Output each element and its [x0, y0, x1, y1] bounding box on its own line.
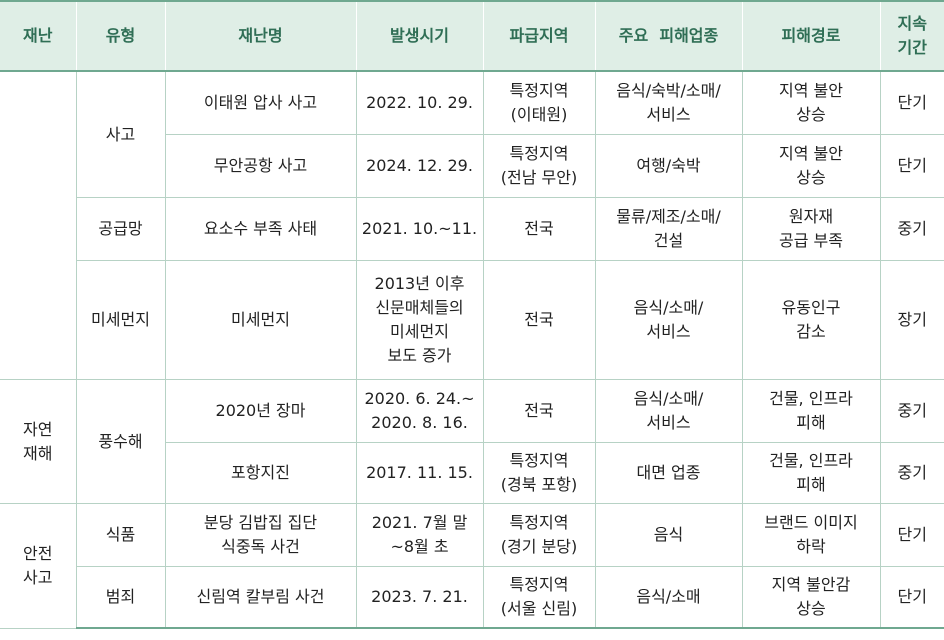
- duration-cell: 단기: [879, 503, 944, 567]
- header-damage-path: 피해경로: [741, 0, 881, 72]
- industry-cell: 음식/숙박/소매/ 서비스: [594, 70, 743, 135]
- industry-cell: 여행/숙박: [594, 134, 743, 198]
- header-disaster-name: 재난명: [164, 0, 357, 72]
- header-affected-region: 파급지역: [482, 0, 596, 72]
- region-cell: 전국: [482, 260, 596, 380]
- type-cell: 범죄: [75, 566, 166, 629]
- path-cell: 지역 불안 상승: [741, 134, 881, 198]
- table-row: 범죄 신림역 칼부림 사건 2023. 7. 21. 특정지역 (서울 신림) …: [0, 566, 944, 629]
- date-cell: 2017. 11. 15.: [355, 442, 484, 504]
- region-cell: 특정지역 (경기 분당): [482, 503, 596, 567]
- duration-cell: 단기: [879, 134, 944, 198]
- region-cell: 전국: [482, 379, 596, 443]
- duration-cell: 중기: [879, 442, 944, 504]
- name-cell: 미세먼지: [164, 260, 357, 380]
- industry-cell: 음식: [594, 503, 743, 567]
- header-duration: 지속 기간: [879, 0, 944, 72]
- path-cell: 유동인구 감소: [741, 260, 881, 380]
- table-row: 안전 사고 식품 분당 김밥집 집단 식중독 사건 2021. 7월 말 ~8월…: [0, 503, 944, 629]
- type-cell: 미세먼지: [75, 260, 166, 380]
- duration-cell: 중기: [879, 379, 944, 443]
- table-row: 사고 이태원 압사 사고 2022. 10. 29. 특정지역 (이태원) 음식…: [0, 70, 944, 380]
- name-cell: 분당 김밥집 집단 식중독 사건: [164, 503, 357, 567]
- path-cell: 지역 불안감 상승: [741, 566, 881, 629]
- type-cell: 공급망: [75, 197, 166, 261]
- path-cell: 건물, 인프라 피해: [741, 379, 881, 443]
- path-cell: 원자재 공급 부족: [741, 197, 881, 261]
- header-main-industry: 주요 피해업종: [594, 0, 743, 72]
- path-cell: 건물, 인프라 피해: [741, 442, 881, 504]
- type-cell: 식품: [75, 503, 166, 567]
- name-cell: 무안공항 사고: [164, 134, 357, 198]
- header-row: 재난 유형 재난명 발생시기 파급지역 주요 피해업종 피해경로 지속 기간: [0, 0, 944, 72]
- header-disaster: 재난: [0, 0, 77, 72]
- table-row: 자연 재해 풍수해 2020년 장마 2020. 6. 24.~ 2020. 8…: [0, 379, 944, 504]
- type-cell: 풍수해: [75, 379, 166, 504]
- date-cell: 2021. 10.~11.: [355, 197, 484, 261]
- name-cell: 이태원 압사 사고: [164, 70, 357, 135]
- group-cell-blank: [0, 70, 77, 380]
- name-cell: 신림역 칼부림 사건: [164, 566, 357, 629]
- industry-cell: 음식/소매: [594, 566, 743, 629]
- date-cell: 2013년 이후 신문매체들의 미세먼지 보도 증가: [355, 260, 484, 380]
- name-cell: 요소수 부족 사태: [164, 197, 357, 261]
- industry-cell: 음식/소매/ 서비스: [594, 379, 743, 443]
- group-cell: 자연 재해: [0, 379, 77, 504]
- region-cell: 특정지역 (경북 포항): [482, 442, 596, 504]
- industry-cell: 대면 업종: [594, 442, 743, 504]
- date-cell: 2020. 6. 24.~ 2020. 8. 16.: [355, 379, 484, 443]
- header-type: 유형: [75, 0, 166, 72]
- industry-cell: 음식/소매/ 서비스: [594, 260, 743, 380]
- region-cell: 특정지역 (서울 신림): [482, 566, 596, 629]
- industry-cell: 물류/제조/소매/ 건설: [594, 197, 743, 261]
- type-cell: 사고: [75, 70, 166, 198]
- date-cell: 2024. 12. 29.: [355, 134, 484, 198]
- header-occurrence-date: 발생시기: [355, 0, 484, 72]
- table-row: 포항지진 2017. 11. 15. 특정지역 (경북 포항) 대면 업종 건물…: [0, 442, 944, 504]
- duration-cell: 단기: [879, 566, 944, 629]
- duration-cell: 장기: [879, 260, 944, 380]
- table-row: 공급망 요소수 부족 사태 2021. 10.~11. 전국 물류/제조/소매/…: [0, 197, 944, 261]
- name-cell: 2020년 장마: [164, 379, 357, 443]
- date-cell: 2023. 7. 21.: [355, 566, 484, 629]
- duration-cell: 단기: [879, 70, 944, 135]
- region-cell: 전국: [482, 197, 596, 261]
- name-cell: 포항지진: [164, 442, 357, 504]
- table-row: 무안공항 사고 2024. 12. 29. 특정지역 (전남 무안) 여행/숙박…: [0, 134, 944, 198]
- path-cell: 브랜드 이미지 하락: [741, 503, 881, 567]
- path-cell: 지역 불안 상승: [741, 70, 881, 135]
- table-row: 미세먼지 미세먼지 2013년 이후 신문매체들의 미세먼지 보도 증가 전국 …: [0, 260, 944, 380]
- region-cell: 특정지역 (이태원): [482, 70, 596, 135]
- region-cell: 특정지역 (전남 무안): [482, 134, 596, 198]
- duration-cell: 중기: [879, 197, 944, 261]
- group-cell: 안전 사고: [0, 503, 77, 629]
- date-cell: 2021. 7월 말 ~8월 초: [355, 503, 484, 567]
- date-cell: 2022. 10. 29.: [355, 70, 484, 135]
